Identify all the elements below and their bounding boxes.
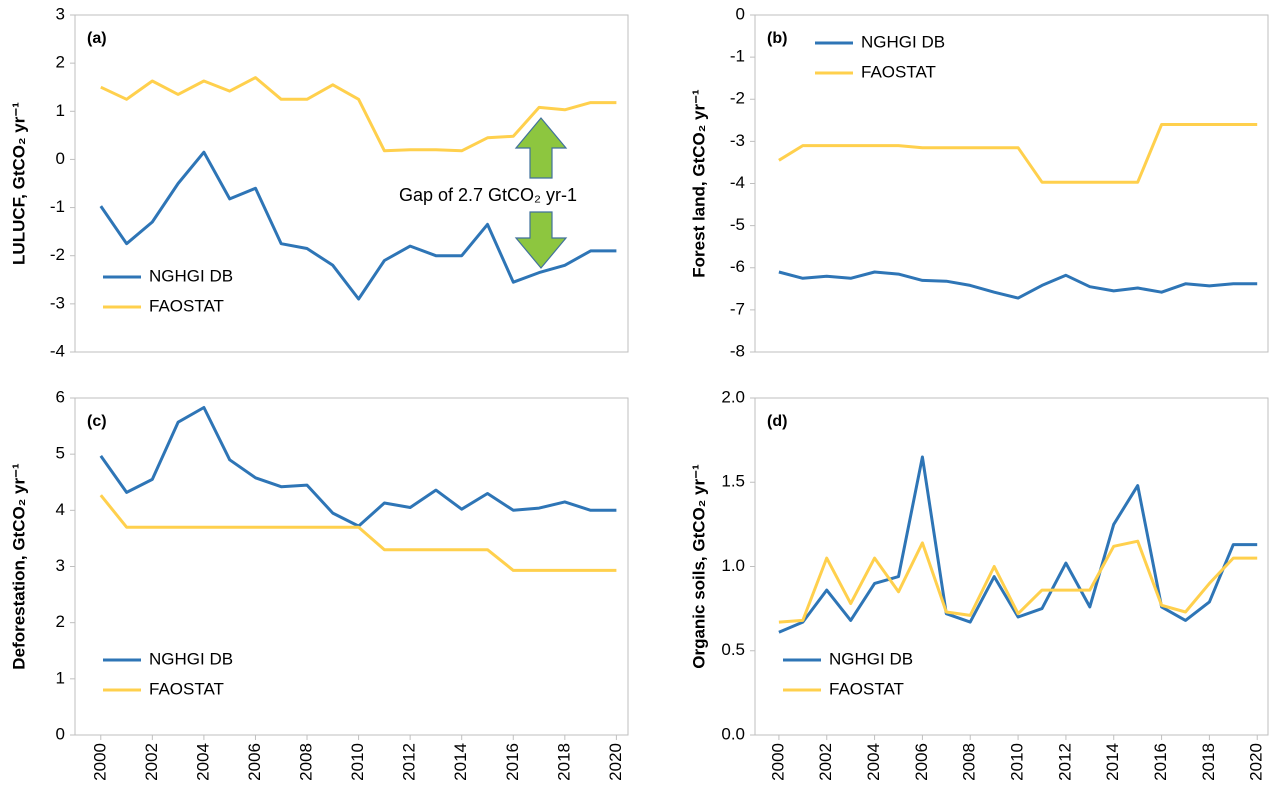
plot-frame (74, 14, 629, 353)
y-tick-label: 3 (56, 4, 65, 23)
x-tick-label: 2008 (297, 743, 316, 781)
legend-label: FAOSTAT (861, 62, 936, 81)
plot-frame (754, 14, 1269, 353)
series-line (778, 123, 1258, 184)
y-tick-label: 2 (56, 53, 65, 72)
legend-label: NGHGI DB (149, 266, 233, 285)
x-tick-label: 2018 (1199, 743, 1218, 781)
series-line (99, 494, 617, 572)
y-axis-label: Forest land, GtCO₂ yr⁻¹ (689, 89, 708, 278)
x-tick-label: 2004 (864, 743, 883, 781)
x-tick-label: 2010 (1008, 743, 1027, 781)
x-tick-label: 2014 (451, 743, 470, 781)
y-tick-label: 2 (56, 612, 65, 631)
y-tick-label: 1.0 (721, 556, 745, 575)
y-tick-label: 0.5 (721, 640, 745, 659)
x-tick-label: 2014 (1103, 743, 1122, 781)
legend-label: FAOSTAT (149, 296, 224, 315)
y-tick-label: -1 (730, 47, 745, 66)
x-tick-label: 2000 (768, 743, 787, 781)
series-line (778, 270, 1258, 300)
y-tick-label: 1 (56, 101, 65, 120)
gap-arrow (514, 117, 568, 269)
x-tick-label: 2004 (193, 743, 212, 781)
y-axis-label: LULUCF, GtCO₂ yr⁻¹ (9, 102, 28, 265)
x-tick-label: 2020 (606, 743, 625, 781)
y-tick-label: -1 (50, 197, 65, 216)
series-line (99, 406, 617, 528)
panel-label: (b) (767, 30, 787, 47)
y-tick-label: -8 (730, 341, 745, 360)
y-tick-label: -4 (50, 341, 65, 360)
legend-label: FAOSTAT (829, 679, 904, 698)
panel-label: (a) (87, 30, 107, 47)
panel-label: (d) (767, 413, 787, 430)
y-tick-label: -4 (730, 173, 745, 192)
y-tick-label: 0 (736, 4, 745, 23)
legend-label: NGHGI DB (829, 649, 913, 668)
x-tick-label: 2010 (348, 743, 367, 781)
series-line (778, 539, 1258, 624)
legend-label: FAOSTAT (149, 679, 224, 698)
series-line (100, 76, 617, 153)
y-axis-label: Organic soils, GtCO₂ yr⁻¹ (689, 464, 708, 669)
x-tick-label: 2006 (245, 743, 264, 781)
y-tick-label: -5 (730, 215, 745, 234)
x-tick-label: 2012 (1055, 743, 1074, 781)
y-tick-label: 0 (56, 149, 65, 168)
annotation: Gap of 2.7 GtCO₂ yr-1 (399, 185, 577, 205)
y-tick-label: 6 (56, 387, 65, 406)
y-tick-label: -2 (730, 89, 745, 108)
y-axis-label: Deforestation, GtCO₂ yr⁻¹ (9, 463, 28, 670)
series-line (99, 150, 617, 301)
x-tick-label: 2002 (142, 743, 161, 781)
y-tick-label: 5 (56, 444, 65, 463)
legend-label: NGHGI DB (861, 32, 945, 51)
x-tick-label: 2016 (503, 743, 522, 781)
x-tick-label: 2008 (960, 743, 979, 781)
y-tick-label: 2.0 (721, 387, 745, 406)
x-tick-label: 2000 (90, 743, 109, 781)
y-tick-label: -3 (50, 293, 65, 312)
y-tick-label: -7 (730, 299, 745, 318)
panel-label: (c) (87, 413, 107, 430)
y-tick-label: 4 (56, 500, 65, 519)
y-tick-label: 1 (56, 668, 65, 687)
x-tick-label: 2012 (400, 743, 419, 781)
y-tick-label: -3 (730, 131, 745, 150)
x-tick-label: 2002 (816, 743, 835, 781)
series-line (778, 455, 1258, 634)
legend-label: NGHGI DB (149, 649, 233, 668)
y-tick-label: 0.0 (721, 724, 745, 743)
y-tick-label: -6 (730, 257, 745, 276)
y-tick-label: -2 (50, 245, 65, 264)
y-tick-label: 0 (56, 724, 65, 743)
x-tick-label: 2020 (1247, 743, 1266, 781)
y-tick-label: 3 (56, 556, 65, 575)
x-tick-label: 2006 (912, 743, 931, 781)
x-tick-label: 2018 (554, 743, 573, 781)
y-tick-label: 1.5 (721, 472, 745, 491)
x-tick-label: 2016 (1151, 743, 1170, 781)
